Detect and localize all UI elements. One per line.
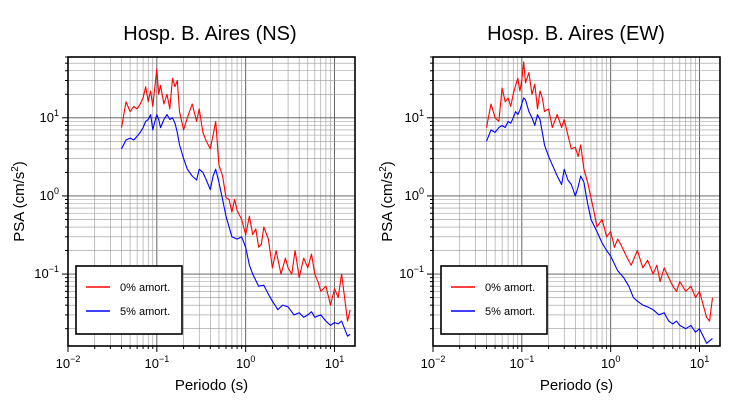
- series-line-0pct-damping: [120, 68, 351, 322]
- y-tick-label: 10−1: [34, 264, 59, 281]
- legend-label: 5% amort.: [485, 306, 535, 318]
- chart-panel-ew: Hosp. B. Aires (EW) 10−2 10−1 100 101 10−1 100…: [378, 23, 721, 394]
- x-axis-label: Periodo (s): [540, 377, 613, 394]
- plot-frame: [432, 56, 721, 347]
- y-tick-label: 10−1: [399, 264, 424, 281]
- y-tick-label: 101: [405, 108, 424, 125]
- chart-panel-ns: Hosp. B. Aires (NS) 10−2 10−1 100 101 10−1 100…: [10, 23, 356, 394]
- series-line-5pct-damping: [485, 97, 713, 344]
- legend-label: 0% amort.: [485, 282, 535, 294]
- y-axis-label: PSA (cm/s2): [378, 161, 396, 242]
- legend-box: [440, 265, 548, 335]
- x-tick-label: 10−1: [144, 354, 169, 371]
- chart-title: Hosp. B. Aires (NS): [123, 23, 296, 45]
- legend-label: 5% amort.: [120, 306, 170, 318]
- x-tick-label: 100: [601, 354, 620, 371]
- legend: 0% amort. 5% amort.: [75, 265, 183, 335]
- legend-box: [75, 265, 183, 335]
- series-line-5pct-damping: [121, 114, 351, 337]
- legend-label: 0% amort.: [120, 282, 170, 294]
- x-tick-label: 10−2: [421, 354, 446, 371]
- y-tick-label: 100: [40, 186, 59, 203]
- x-axis-label: Periodo (s): [175, 377, 248, 394]
- y-tick-label: 101: [40, 108, 59, 125]
- legend: 0% amort. 5% amort.: [440, 265, 548, 335]
- x-tick-label: 101: [325, 354, 344, 371]
- x-tick-label: 10−1: [509, 354, 534, 371]
- y-axis-label: PSA (cm/s2): [10, 161, 28, 242]
- x-tick-label: 10−2: [56, 354, 81, 371]
- y-tick-label: 100: [405, 186, 424, 203]
- grid: [67, 56, 355, 346]
- plot-frame: [67, 56, 356, 347]
- chart-title: Hosp. B. Aires (EW): [487, 23, 665, 45]
- series-line-0pct-damping: [485, 61, 714, 322]
- x-tick-label: 100: [236, 354, 255, 371]
- x-tick-label: 101: [690, 354, 709, 371]
